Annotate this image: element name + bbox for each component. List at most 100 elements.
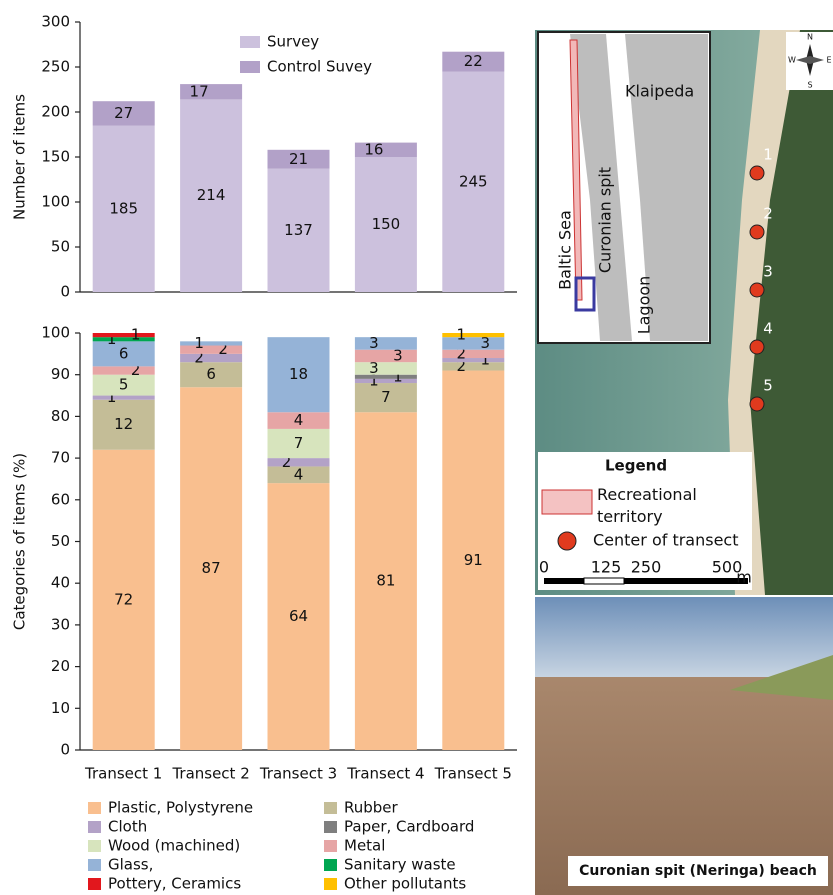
y-tick-label: 50	[51, 238, 70, 256]
y-axis-label: Categories of items (%)	[11, 453, 29, 630]
bar-segment	[267, 149, 330, 169]
legend-swatch	[324, 802, 337, 814]
x-tick-label: Transect 2	[171, 765, 249, 783]
bar-segment	[180, 345, 243, 354]
value-label: 2	[218, 340, 228, 358]
bar-segment	[442, 337, 505, 350]
bar-segment	[267, 412, 330, 429]
bar-segment	[267, 337, 330, 413]
y-tick-label: 0	[60, 283, 70, 301]
legend-label: Pottery, Ceramics	[108, 875, 241, 893]
recreational-strip	[569, 39, 583, 301]
bar-segment	[267, 483, 330, 750]
scale-label: m	[736, 568, 752, 587]
transect-label: 4	[763, 320, 773, 338]
y-tick-label: 70	[51, 449, 70, 467]
scale-label: 250	[631, 558, 662, 577]
bar-segment	[442, 370, 505, 750]
legend-swatch	[324, 821, 337, 833]
legend-label: Survey	[267, 33, 319, 51]
bar-segment	[180, 353, 243, 363]
value-label: 3	[369, 334, 379, 352]
bar-segment	[267, 168, 330, 292]
transect-center	[749, 339, 765, 355]
transect-center	[749, 396, 765, 412]
bar-segment	[442, 71, 505, 292]
scale-label: 0	[539, 558, 549, 577]
bar-segment	[354, 362, 417, 375]
value-label: 2	[457, 344, 467, 362]
legend-label: Paper, Cardboard	[344, 818, 474, 836]
value-label: 7	[294, 434, 304, 452]
value-label: 2	[282, 453, 292, 471]
bar-segment	[92, 374, 155, 396]
legend-swatch	[88, 859, 101, 871]
bar-segment	[354, 383, 417, 413]
map-label: Lagoon	[635, 276, 654, 335]
map-panel: Legend Center of transect Klaipeda Baltic…	[535, 30, 833, 595]
map-label: Klaipeda	[625, 82, 694, 101]
value-label: 1	[131, 326, 141, 344]
y-tick-label: 50	[51, 532, 70, 550]
value-label: 18	[289, 365, 308, 383]
bar-segment	[354, 142, 417, 157]
transect-center	[749, 224, 765, 240]
legend-swatch	[88, 840, 101, 852]
bar-segment	[92, 101, 155, 126]
value-label: 214	[197, 186, 226, 204]
y-tick-label: 0	[60, 741, 70, 759]
x-tick-label: Transect 5	[434, 765, 512, 783]
legend-label: Sanitary waste	[344, 856, 456, 874]
value-label: 6	[206, 365, 216, 383]
legend-label: Metal	[344, 837, 385, 855]
value-label: 1	[107, 330, 117, 348]
transect-label: 5	[763, 377, 773, 395]
legend-label: Rubber	[344, 799, 399, 817]
value-label: 185	[109, 199, 138, 217]
y-tick-label: 200	[41, 103, 70, 121]
value-label: 91	[464, 551, 483, 569]
value-label: 87	[202, 559, 221, 577]
bar-segment	[92, 337, 155, 342]
y-axis-label: Number of items	[11, 94, 29, 220]
value-label: 5	[119, 376, 129, 394]
y-tick-label: 30	[51, 615, 70, 633]
bar-segment	[92, 341, 155, 367]
map-label: Curonian spit	[596, 167, 615, 273]
bar-segment	[442, 358, 505, 363]
legend-item: Center of transect	[593, 531, 739, 550]
value-label: 16	[364, 140, 383, 158]
legend-swatch	[324, 859, 337, 871]
compass-letter: N	[807, 33, 813, 42]
legend-label: Glass,	[108, 856, 153, 874]
bar-segment	[354, 157, 417, 292]
bar-segment	[267, 458, 330, 467]
compass-letter: W	[788, 56, 796, 65]
value-label: 150	[372, 215, 401, 233]
bar-segment	[354, 412, 417, 750]
legend-swatch	[324, 840, 337, 852]
legend-swatch	[240, 61, 260, 73]
x-tick-label: Transect 1	[84, 765, 162, 783]
legend-item: Recreational territory	[597, 485, 697, 526]
bar-segment	[267, 428, 330, 459]
forest	[740, 30, 833, 595]
value-label: 245	[459, 172, 488, 190]
scale-bar	[583, 577, 625, 585]
bar-segment	[92, 366, 155, 375]
value-label: 7	[381, 388, 391, 406]
value-label: 22	[464, 52, 483, 70]
scale-bar	[624, 578, 748, 584]
value-label: 2	[194, 349, 204, 367]
y-tick-label: 10	[51, 699, 70, 717]
bar-segment	[354, 337, 417, 350]
y-tick-label: 300	[41, 13, 70, 31]
photo-caption: Curonian spit (Neringa) beach	[579, 863, 817, 879]
bar-segment	[442, 349, 505, 359]
transect-label: 3	[763, 263, 773, 281]
study-area-box	[574, 276, 596, 312]
value-label: 27	[114, 104, 133, 122]
compass-letter: S	[807, 81, 812, 90]
